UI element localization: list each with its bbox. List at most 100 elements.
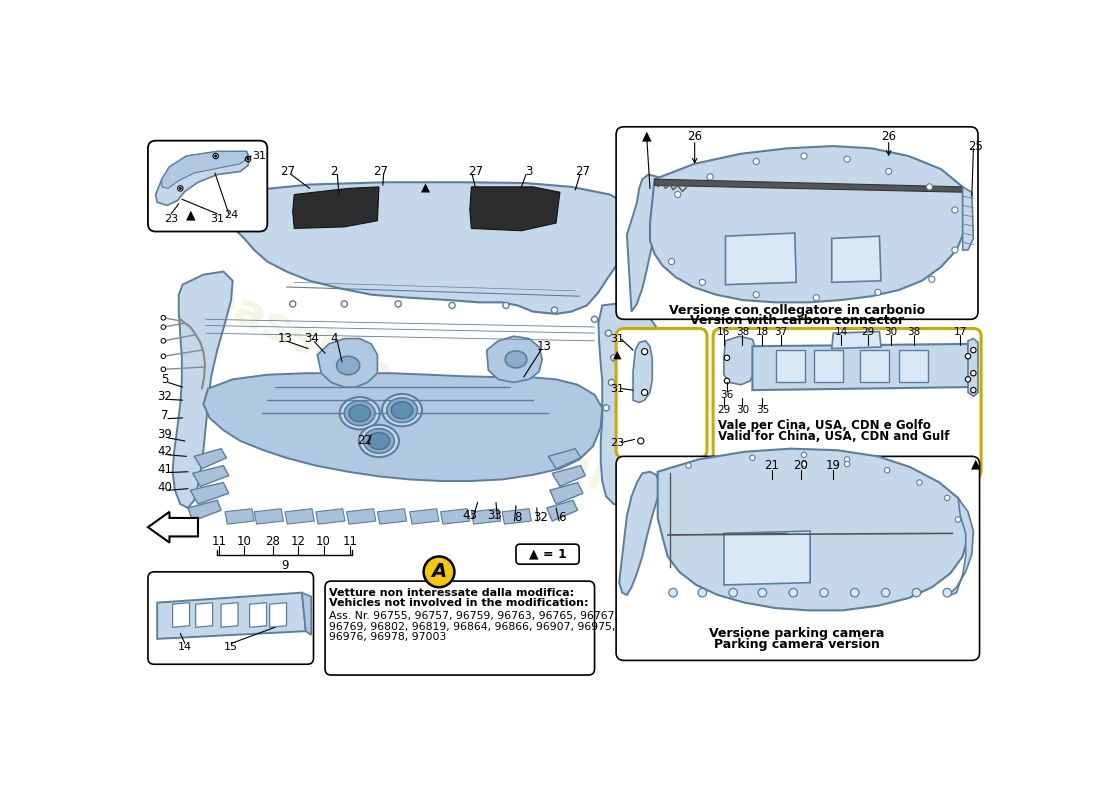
Text: 35: 35 [756, 405, 769, 415]
Text: 4: 4 [330, 332, 338, 345]
Circle shape [669, 589, 678, 597]
Text: 31: 31 [610, 384, 625, 394]
Circle shape [970, 370, 976, 376]
Polygon shape [726, 233, 796, 285]
Ellipse shape [359, 425, 399, 457]
Circle shape [674, 191, 681, 198]
Text: 2: 2 [330, 165, 338, 178]
Text: 32: 32 [534, 511, 548, 525]
Circle shape [952, 247, 958, 253]
Circle shape [970, 387, 976, 393]
Circle shape [813, 294, 820, 301]
Text: passione per parti: passione per parti [195, 273, 656, 519]
FancyBboxPatch shape [147, 572, 314, 664]
Text: Valid for China, USA, CDN and Gulf: Valid for China, USA, CDN and Gulf [717, 430, 949, 443]
Polygon shape [752, 344, 970, 390]
FancyBboxPatch shape [616, 329, 707, 458]
Circle shape [603, 405, 609, 411]
Ellipse shape [505, 351, 527, 368]
Text: 7: 7 [161, 409, 168, 422]
Circle shape [754, 158, 759, 165]
Polygon shape [724, 531, 810, 585]
FancyBboxPatch shape [616, 126, 978, 319]
Circle shape [707, 174, 713, 180]
Circle shape [928, 276, 935, 282]
Circle shape [945, 495, 950, 501]
Circle shape [449, 302, 455, 309]
Polygon shape [221, 602, 238, 627]
Text: 23: 23 [610, 438, 625, 447]
Circle shape [179, 187, 182, 190]
Circle shape [395, 301, 402, 307]
Circle shape [214, 155, 217, 158]
Circle shape [789, 589, 797, 597]
Circle shape [161, 354, 166, 358]
Polygon shape [472, 509, 500, 524]
Text: 32: 32 [157, 390, 173, 403]
Text: ▲: ▲ [420, 182, 430, 195]
Polygon shape [968, 338, 978, 396]
Text: 31: 31 [610, 334, 625, 344]
Text: 42: 42 [157, 446, 173, 458]
Text: 31: 31 [252, 151, 266, 161]
Circle shape [610, 354, 617, 361]
Polygon shape [486, 336, 542, 382]
Circle shape [801, 462, 806, 466]
Circle shape [161, 325, 166, 330]
Circle shape [503, 302, 509, 309]
FancyBboxPatch shape [147, 141, 267, 231]
Circle shape [926, 184, 933, 190]
Text: 30: 30 [736, 405, 749, 415]
Polygon shape [550, 482, 583, 504]
Polygon shape [293, 187, 378, 229]
Circle shape [605, 330, 612, 336]
Ellipse shape [368, 433, 389, 450]
Polygon shape [634, 341, 652, 402]
Circle shape [966, 354, 970, 359]
Circle shape [698, 589, 706, 597]
Text: Vetture non interessate dalla modifica:: Vetture non interessate dalla modifica: [329, 588, 574, 598]
Text: 27: 27 [373, 165, 388, 178]
Polygon shape [285, 509, 315, 524]
Text: 5: 5 [162, 373, 168, 386]
Circle shape [916, 480, 922, 486]
Circle shape [638, 438, 644, 444]
Text: 8: 8 [514, 511, 521, 525]
Polygon shape [162, 151, 249, 188]
Polygon shape [962, 187, 974, 250]
Circle shape [641, 349, 648, 354]
Polygon shape [218, 182, 634, 314]
Text: 36: 36 [720, 390, 734, 400]
FancyBboxPatch shape [516, 544, 580, 564]
Circle shape [912, 589, 921, 597]
Polygon shape [654, 179, 964, 192]
Ellipse shape [382, 394, 422, 426]
Text: 31: 31 [210, 214, 224, 224]
Text: 15: 15 [224, 642, 238, 651]
Polygon shape [224, 509, 254, 524]
Text: 96976, 96978, 97003: 96976, 96978, 97003 [329, 632, 447, 642]
Text: 30: 30 [884, 326, 898, 337]
Circle shape [845, 457, 850, 462]
Polygon shape [156, 151, 250, 206]
Text: 27: 27 [280, 165, 296, 178]
Text: 43: 43 [462, 509, 477, 522]
Text: 18: 18 [756, 326, 769, 337]
Ellipse shape [387, 398, 418, 422]
Polygon shape [157, 593, 306, 639]
Circle shape [850, 589, 859, 597]
Circle shape [844, 156, 850, 162]
Circle shape [874, 290, 881, 295]
Text: ▲: ▲ [642, 130, 651, 142]
Polygon shape [552, 466, 585, 486]
Circle shape [750, 455, 755, 461]
Circle shape [966, 377, 970, 382]
Circle shape [886, 168, 892, 174]
Text: Versione con collegatore in carbonio: Versione con collegatore in carbonio [669, 303, 925, 317]
Text: 16: 16 [717, 326, 730, 337]
Circle shape [669, 258, 674, 265]
Text: 10: 10 [236, 534, 252, 547]
Text: 39: 39 [157, 428, 173, 442]
Polygon shape [860, 350, 890, 382]
Circle shape [551, 307, 558, 313]
